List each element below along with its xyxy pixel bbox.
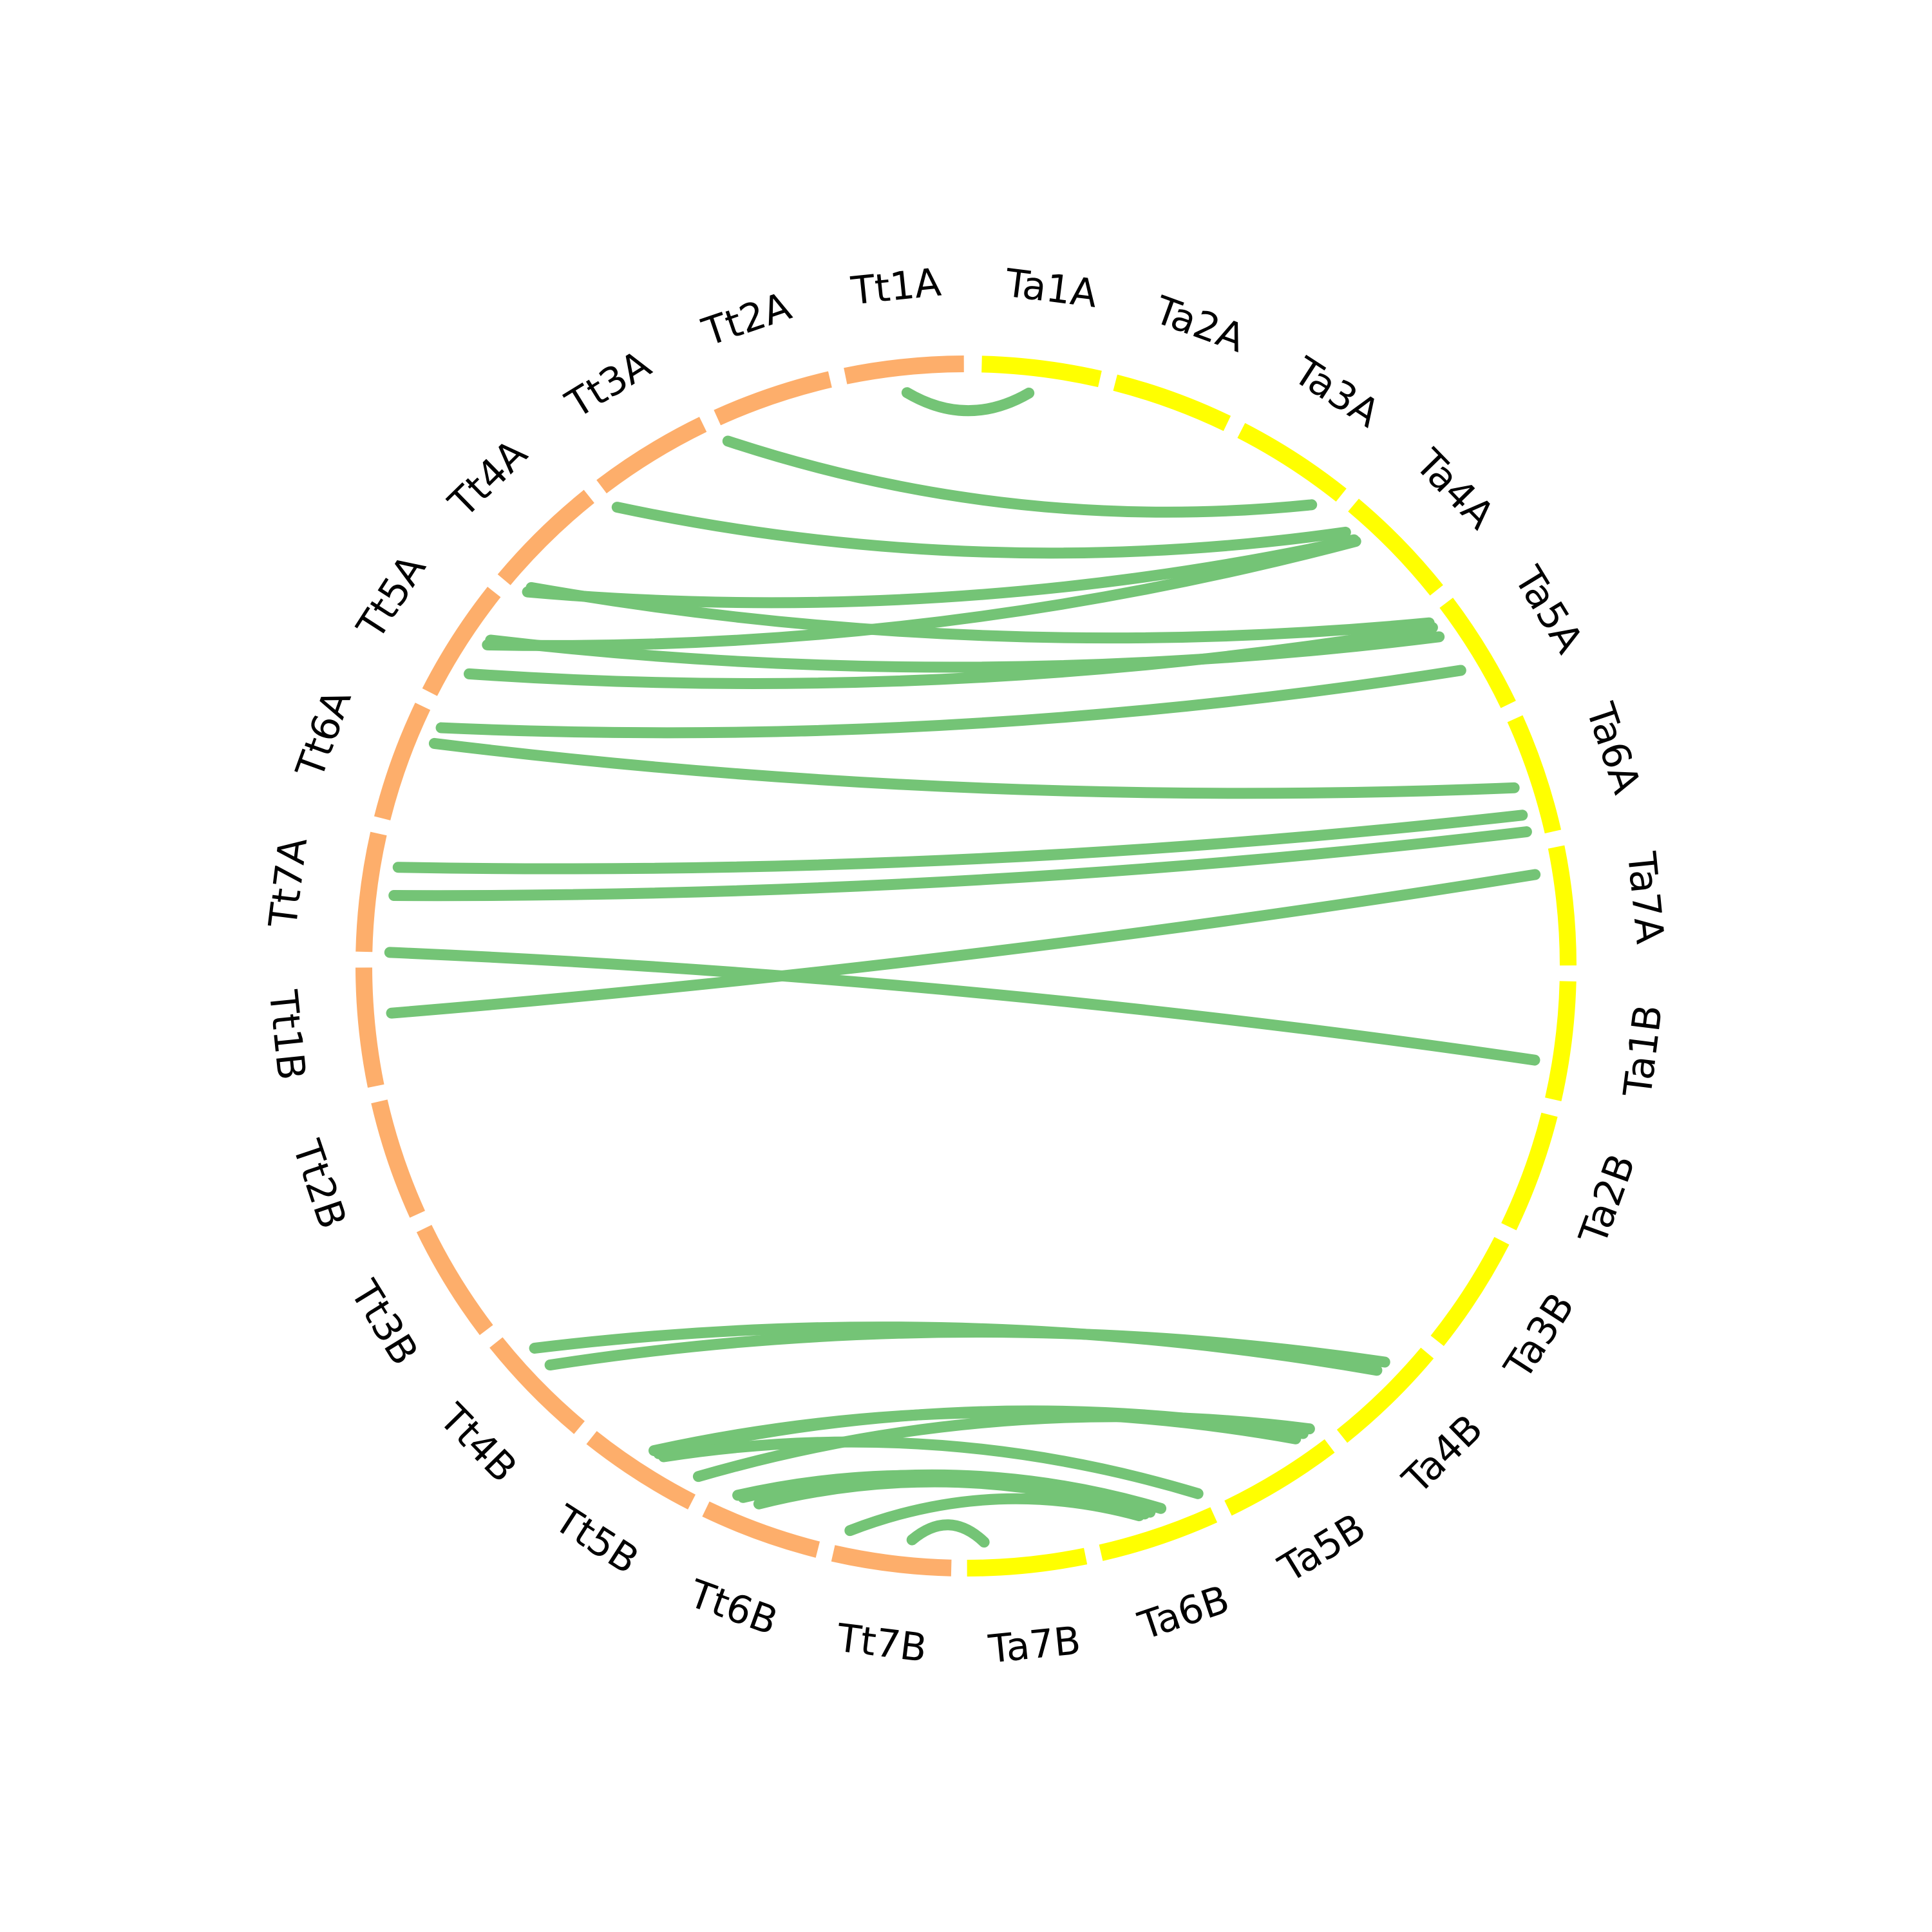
chromosome-label-tt6b: Tt6B xyxy=(683,1571,783,1645)
chromosome-label-ta4a: Ta4A xyxy=(1406,440,1502,538)
chromosome-label-ta2a: Ta2A xyxy=(1148,287,1251,361)
synteny-link-tt7b-ta6b xyxy=(844,1493,1145,1537)
chromosome-label-tt5b: Tt5B xyxy=(546,1497,647,1584)
chromosome-segment-tt3a xyxy=(596,417,707,494)
chromosome-label-tt3b: Tt3B xyxy=(341,1273,427,1373)
chromosome-segment-tt3b xyxy=(416,1225,493,1336)
chromosome-label-tt5a: Tt5A xyxy=(348,547,435,647)
chromosome-segment-tt1b xyxy=(355,967,384,1088)
synteny-link-tt4a-ta4a xyxy=(522,534,1360,609)
synteny-link-tt4b-ta4b xyxy=(529,1321,1383,1376)
synteny-link-tt3a-ta4a xyxy=(611,502,1351,559)
chromosome-label-tt1a: Tt1A xyxy=(849,260,943,314)
chromosome-segment-ta5b xyxy=(1224,1439,1335,1516)
chromosome-label-tt1b: Tt1B xyxy=(260,988,314,1083)
chromosome-segment-ta2a xyxy=(1113,374,1231,431)
chromosome-label-ta5a: Ta5A xyxy=(1505,558,1592,661)
synteny-link-tt7b-ta7b xyxy=(906,1519,990,1548)
chromosome-label-tt2a: Tt2A xyxy=(697,284,797,355)
synteny-link-tt1b-ta7a xyxy=(386,869,1541,1019)
chromosome-label-tt7a: Tt7A xyxy=(261,835,317,931)
chromosome-segment-tt4b xyxy=(489,1337,585,1434)
synteny-link-tt4a-ta5a xyxy=(526,582,1435,644)
chromosome-label-ta1b: Ta1B xyxy=(1615,1002,1671,1099)
chromosome-label-ta1a: Ta1A xyxy=(1002,261,1099,317)
chromosome-label-ta3b: Ta3B xyxy=(1495,1285,1584,1388)
synteny-link-tt7a-ta6a xyxy=(392,810,1528,875)
synteny-link-tt5a-ta5a xyxy=(485,631,1445,673)
chromosome-segment-ta1a xyxy=(981,355,1102,388)
chromosome-segment-ta4a xyxy=(1348,498,1443,596)
chromosome-segment-ta1b xyxy=(1545,981,1577,1102)
chromosome-ideogram xyxy=(355,355,1577,1577)
synteny-link-tt7a-ta1b xyxy=(384,947,1540,1066)
synteny-links xyxy=(384,387,1541,1548)
chromosome-segment-tt6a xyxy=(374,703,431,820)
chromosome-segment-ta6a xyxy=(1507,715,1562,834)
synteny-link-tt2a-ta3a xyxy=(722,435,1318,518)
chromosome-label-ta5b: Ta5B xyxy=(1271,1505,1373,1592)
chromosome-label-ta2b: Ta2B xyxy=(1571,1148,1645,1251)
chromosome-label-tt4b: Tt4B xyxy=(430,1395,526,1491)
chromosome-segment-ta6b xyxy=(1099,1507,1218,1561)
synteny-link-tt5a-ta4a xyxy=(482,536,1361,651)
chromosome-segment-tt2a xyxy=(714,371,832,426)
chromosome-segment-tt1a xyxy=(844,355,964,384)
synteny-link-tt1a-ta1a xyxy=(901,387,1035,417)
chromosome-label-ta3a: Ta3A xyxy=(1285,348,1388,437)
chromosome-segment-tt5b xyxy=(586,1431,696,1510)
chromosome-segment-tt7a xyxy=(355,831,387,952)
chromosome-segment-ta3a xyxy=(1237,422,1347,502)
chromosome-segment-ta7b xyxy=(967,1548,1088,1577)
chromosome-segment-ta4b xyxy=(1336,1347,1434,1443)
synteny-link-tt7a-ta6a xyxy=(388,826,1532,902)
chromosome-segment-tt5a xyxy=(422,587,501,696)
chromosome-segment-ta5a xyxy=(1439,598,1516,708)
chromosome-label-tt4a: Tt4A xyxy=(440,431,536,526)
chromosome-segment-ta3b xyxy=(1430,1236,1510,1347)
chromosome-label-ta6a: Ta6A xyxy=(1577,697,1649,800)
chromosome-label-tt3a: Tt3A xyxy=(558,342,658,428)
chromosome-label-ta7a: Ta7A xyxy=(1618,849,1672,946)
chromosome-segment-tt4a xyxy=(497,489,594,585)
chromosome-segment-ta2b xyxy=(1501,1112,1558,1231)
chromosome-segment-tt7b xyxy=(831,1545,952,1577)
chromosome-label-ta7b: Ta7B xyxy=(986,1618,1083,1672)
chromosome-label-tt7b: Tt7B xyxy=(834,1615,929,1671)
chromosome-label-ta4b: Ta4B xyxy=(1394,1406,1492,1503)
chromosome-label-tt2b: Tt2B xyxy=(283,1134,355,1235)
chromosome-segment-ta7a xyxy=(1548,845,1577,966)
synteny-link-tt5b-ta5b xyxy=(649,1407,1302,1457)
chromosome-segment-tt2b xyxy=(371,1099,426,1218)
chromosome-label-tt6a: Tt6A xyxy=(287,684,361,784)
synteny-link-tt6a-ta6a xyxy=(428,737,1520,799)
chromosome-segment-tt6b xyxy=(702,1501,820,1558)
synteny-link-tt5b-ta6b xyxy=(658,1436,1204,1499)
chromosome-label-ta6b: Ta6B xyxy=(1133,1577,1235,1649)
synteny-link-tt6a-ta5a xyxy=(435,665,1466,739)
